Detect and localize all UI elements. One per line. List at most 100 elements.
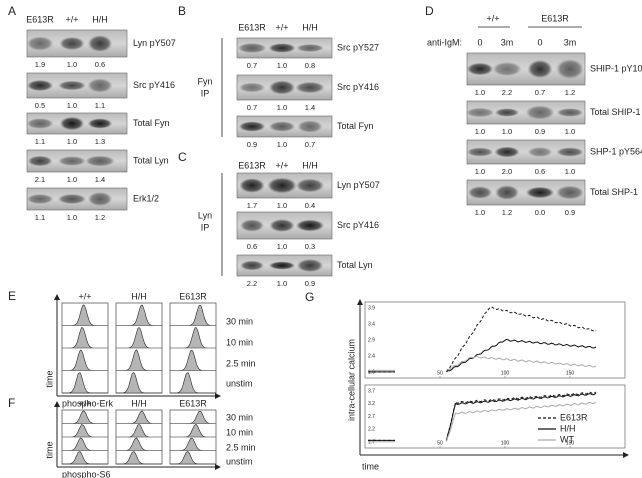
lane-label: +/+ — [275, 160, 288, 170]
histogram — [170, 410, 216, 424]
ip-label: Fyn — [197, 76, 212, 86]
quantification: 1.0 — [67, 137, 77, 146]
quantification: 1.0 — [67, 60, 77, 69]
y-tick-label: 2.9 — [368, 337, 375, 343]
quantification: 1.0 — [277, 279, 287, 288]
panel-label: F — [8, 396, 15, 410]
quantification: 2.2 — [247, 279, 257, 288]
quantification: 0.7 — [247, 61, 257, 70]
blot-band — [239, 260, 265, 271]
histogram — [116, 349, 162, 371]
blot-band — [295, 178, 325, 193]
quantification: 1.1 — [95, 101, 105, 110]
blot-band — [296, 258, 324, 273]
blot-band — [238, 121, 266, 132]
blot-band — [465, 107, 495, 118]
blot-band — [58, 80, 86, 91]
blot-band — [466, 62, 494, 76]
quantification: 0.6 — [95, 60, 105, 69]
quantification: 0.7 — [305, 140, 315, 149]
quantification: 0.5 — [35, 101, 45, 110]
histogram — [62, 372, 108, 394]
blot-band — [527, 147, 553, 157]
chart-frame — [364, 301, 626, 379]
chart-frame — [364, 384, 626, 449]
y-tick-label: 2.7 — [368, 414, 375, 420]
blot-name: Lyn pY507 — [337, 180, 380, 190]
blot-band — [87, 78, 113, 93]
quantification: 0.3 — [305, 242, 315, 251]
blot-band — [525, 105, 555, 120]
histogram — [170, 437, 216, 451]
blot-name: Src pY416 — [337, 220, 379, 230]
lane-label: +/+ — [65, 14, 78, 24]
blot-band — [57, 193, 87, 205]
histogram — [116, 304, 162, 326]
quantification: 0.9 — [565, 208, 575, 217]
lane-label: 0 — [477, 37, 482, 47]
blot-band — [87, 35, 113, 52]
quantification: 1.0 — [277, 242, 287, 251]
blot-band — [268, 261, 296, 270]
quantification: 1.0 — [277, 61, 287, 70]
y-tick-label: 3.4 — [368, 321, 375, 327]
blot-band — [555, 185, 585, 200]
blot-band — [26, 36, 54, 51]
blot-band — [556, 147, 584, 157]
quantification: 1.0 — [502, 127, 512, 136]
quantification: 1.2 — [502, 208, 512, 217]
blot-band — [85, 155, 115, 167]
row-label: 2.5 min — [226, 358, 256, 368]
histogram — [62, 304, 108, 326]
histogram — [116, 410, 162, 424]
blot-band — [239, 178, 265, 193]
quantification: 1.0 — [67, 101, 77, 110]
quantification: 0.8 — [305, 61, 315, 70]
quantification: 0.9 — [305, 279, 315, 288]
lane-label: 3m — [501, 37, 514, 47]
histogram — [62, 451, 108, 465]
quantification: 1.2 — [565, 88, 575, 97]
quantification: 1.2 — [95, 213, 105, 222]
blot-name: Total Fyn — [133, 118, 170, 128]
x-tick-label: 100 — [501, 370, 510, 376]
lane-label: 3m — [564, 37, 577, 47]
histogram — [62, 327, 108, 349]
quantification: 1.0 — [565, 167, 575, 176]
blot-band — [59, 36, 85, 51]
lane-label: E613R — [26, 14, 54, 24]
blot-band — [492, 61, 522, 77]
y-tick-label: 2.4 — [368, 353, 375, 359]
lane-label: 0 — [537, 37, 542, 47]
blot-name: Src pY527 — [337, 42, 379, 52]
x-tick-label: 150 — [566, 440, 575, 446]
histogram — [62, 410, 108, 424]
blot-name: SHP-1 pY564 — [590, 146, 642, 156]
blot-name: Src pY416 — [337, 82, 379, 92]
blot-name: Total SHIP-1 — [590, 107, 641, 117]
lane-label: H/H — [302, 160, 318, 170]
y-axis-label: intra-cellular calcium — [346, 339, 356, 421]
histogram — [170, 304, 216, 326]
stimulus-label: anti-IgM: — [427, 37, 462, 47]
quantification: 0.9 — [247, 140, 257, 149]
quantification: 1.4 — [95, 175, 105, 184]
calcium-trace — [368, 355, 597, 371]
blot-band — [87, 118, 113, 129]
blot-band — [57, 156, 87, 166]
blot-name: Total Lyn — [133, 155, 169, 165]
quantification: 0.7 — [247, 103, 257, 112]
blot-band — [295, 81, 325, 94]
calcium-trace — [368, 338, 597, 373]
blot-name: Total Fyn — [337, 121, 374, 131]
quantification: 1.7 — [247, 201, 257, 210]
panel-label: B — [178, 4, 186, 18]
histogram — [116, 437, 162, 451]
quantification: 0.7 — [535, 88, 545, 97]
row-label: unstim — [226, 456, 253, 466]
quantification: 2.1 — [35, 175, 45, 184]
x-tick-label: 50 — [437, 440, 443, 446]
calcium-trace — [368, 392, 597, 441]
quantification: 1.0 — [475, 167, 485, 176]
quantification: 1.0 — [277, 103, 287, 112]
